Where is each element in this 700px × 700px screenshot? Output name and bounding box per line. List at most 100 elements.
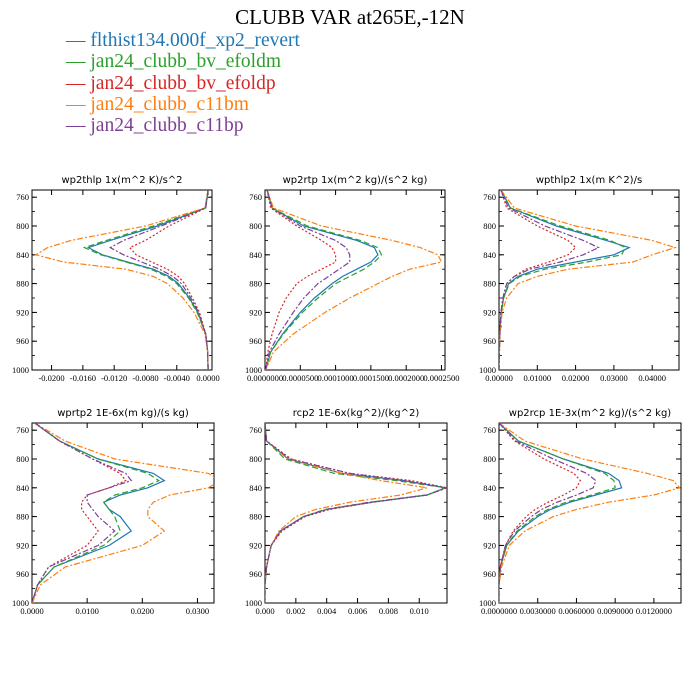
- x-tick-label: 0.008: [379, 606, 398, 616]
- series-line: [265, 423, 428, 603]
- y-tick-label: 920: [483, 540, 496, 550]
- panel-title: wp2rtp 1x(m^2 kg)/(s^2 kg): [283, 175, 428, 186]
- series-line: [32, 423, 214, 603]
- x-tick-label: -0.0040: [164, 373, 190, 383]
- series-line: [32, 423, 161, 603]
- x-tick-label: -0.0200: [38, 373, 64, 383]
- y-tick-label: 840: [483, 250, 496, 260]
- chart-panel: wp2rcp 1E-3x(m^2 kg)/(s^2 kg) 760 800 840 88…: [479, 408, 682, 616]
- series-line: [499, 190, 600, 370]
- y-tick-label: 1000: [12, 598, 29, 608]
- chart-panel: wpthlp2 1x(m K^2)/s 760 800 840 880 920 960 100…: [479, 175, 680, 383]
- y-tick-label: 760: [249, 192, 262, 202]
- y-tick-label: 880: [483, 512, 496, 522]
- y-tick-label: 1000: [245, 365, 262, 375]
- panel-title: wprtp2 1E-6x(m kg)/(s kg): [57, 408, 189, 419]
- series-line: [265, 423, 447, 603]
- series-line: [32, 423, 133, 603]
- legend-item: — jan24_clubb_c11bm: [66, 94, 300, 115]
- y-tick-label: 800: [16, 454, 29, 464]
- chart-panel: wp2thlp 1x(m^2 K)/s^2 760 800 840 880 920 960 1…: [12, 175, 220, 383]
- panel-title: wp2thlp 1x(m^2 K)/s^2: [61, 175, 182, 186]
- legend-swatch: —: [66, 51, 91, 73]
- series-line: [34, 190, 209, 370]
- x-tick-label: 0.0030000: [520, 606, 556, 616]
- y-tick-label: 880: [483, 279, 496, 289]
- x-tick-label: -0.0160: [70, 373, 96, 383]
- legend-swatch: —: [66, 115, 91, 137]
- y-tick-label: 960: [16, 336, 29, 346]
- y-tick-label: 960: [483, 336, 496, 346]
- series-line: [499, 423, 597, 603]
- x-tick-label: 0.0000000: [247, 373, 283, 383]
- legend-label: jan24_clubb_c11bp: [90, 115, 244, 137]
- y-tick-label: 920: [16, 307, 29, 317]
- series-line: [128, 190, 209, 370]
- series-line: [265, 423, 447, 603]
- chart-panel: wp2rtp 1x(m^2 kg)/(s^2 kg) 760 800 840 880 92…: [245, 175, 460, 383]
- legend: — flthist134.000f_xp2_revert — jan24_clu…: [66, 30, 300, 136]
- y-tick-label: 960: [249, 336, 262, 346]
- y-tick-label: 920: [249, 307, 262, 317]
- x-tick-label: 0.002: [286, 606, 305, 616]
- y-tick-label: 800: [16, 221, 29, 231]
- series-line: [265, 190, 443, 370]
- series-line: [265, 190, 379, 370]
- series-line: [32, 423, 127, 603]
- y-tick-label: 840: [16, 483, 29, 493]
- x-tick-label: 0.006: [348, 606, 367, 616]
- y-tick-label: 960: [483, 569, 496, 579]
- series-line: [499, 190, 627, 370]
- legend-item: — jan24_clubb_bv_efoldm: [66, 51, 300, 72]
- panel-title: wp2rcp 1E-3x(m^2 kg)/(s^2 kg): [509, 408, 672, 419]
- x-tick-label: 0.00000: [485, 373, 513, 383]
- series-line: [265, 423, 447, 603]
- page-title: CLUBB VAR at265E,-12N: [235, 5, 465, 29]
- legend-swatch: —: [66, 30, 91, 51]
- x-tick-label: 0.02000: [562, 373, 590, 383]
- y-tick-label: 960: [16, 569, 29, 579]
- series-line: [86, 190, 209, 370]
- x-tick-label: 0.0100: [75, 606, 98, 616]
- legend-item: — flthist134.000f_xp2_revert: [66, 30, 300, 51]
- legend-label: jan24_clubb_bv_efoldm: [90, 51, 282, 73]
- y-tick-label: 840: [483, 483, 496, 493]
- series-line: [499, 423, 616, 603]
- x-tick-label: -0.0080: [132, 373, 158, 383]
- y-tick-label: 760: [16, 192, 29, 202]
- x-tick-label: 0.0002000: [388, 373, 424, 383]
- x-tick-label: 0.0001000: [318, 373, 354, 383]
- legend-swatch: —: [66, 93, 91, 115]
- x-tick-label: 0.0120000: [636, 606, 672, 616]
- y-tick-label: 800: [483, 221, 496, 231]
- y-tick-label: 800: [483, 454, 496, 464]
- series-line: [265, 423, 447, 603]
- x-tick-label: 0.004: [317, 606, 337, 616]
- legend-label: flthist134.000f_xp2_revert: [90, 30, 300, 51]
- y-tick-label: 1000: [12, 365, 29, 375]
- panel-title: rcp2 1E-6x(kg^2)/(kg^2): [293, 408, 420, 419]
- series-line: [499, 423, 681, 603]
- legend-item: — jan24_clubb_c11bp: [66, 115, 300, 136]
- plot-frame: [264, 189, 446, 371]
- series-line: [499, 190, 631, 370]
- legend-label: jan24_clubb_c11bm: [90, 93, 249, 115]
- x-tick-label: -0.0120: [101, 373, 127, 383]
- x-tick-label: 0.000: [255, 606, 274, 616]
- x-tick-label: 0.04000: [638, 373, 666, 383]
- y-tick-label: 920: [16, 540, 29, 550]
- y-tick-label: 760: [249, 425, 262, 435]
- y-tick-label: 840: [16, 250, 29, 260]
- x-tick-label: 0.0090000: [597, 606, 633, 616]
- x-tick-label: 0.010: [410, 606, 429, 616]
- y-tick-label: 880: [249, 512, 262, 522]
- plot-frame: [31, 189, 213, 371]
- series-line: [265, 190, 337, 370]
- series-line: [499, 190, 678, 370]
- x-tick-label: 0.0000000: [481, 606, 517, 616]
- x-tick-label: 0.0000: [196, 373, 219, 383]
- y-tick-label: 800: [249, 454, 262, 464]
- y-tick-label: 880: [16, 512, 29, 522]
- y-tick-label: 1000: [479, 365, 496, 375]
